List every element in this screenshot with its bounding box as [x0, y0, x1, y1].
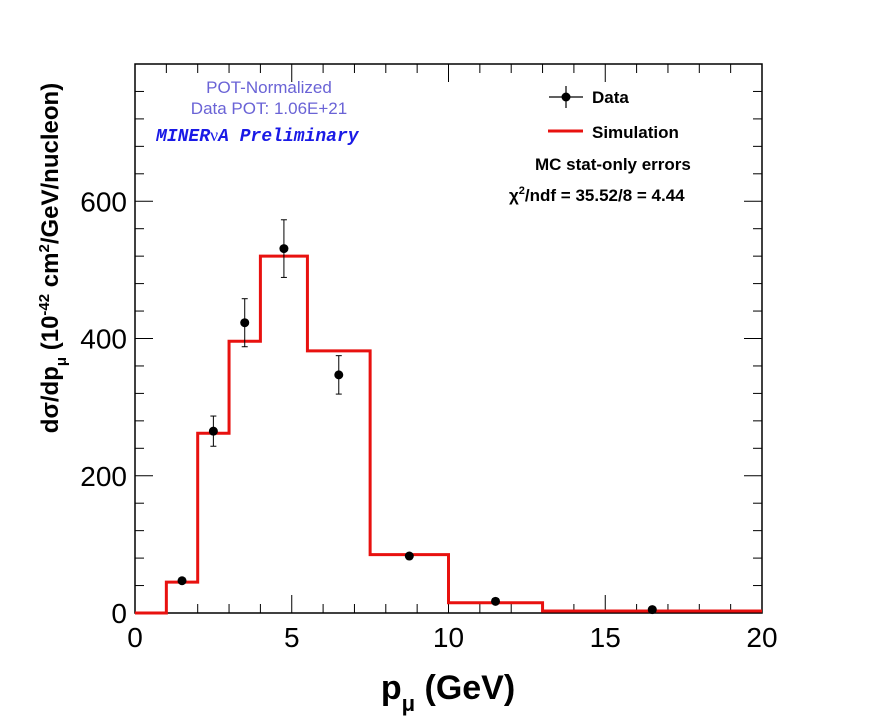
minerva-nu-glyph: ν — [210, 125, 218, 145]
simulation-histogram — [135, 254, 762, 615]
data-marker — [647, 605, 657, 615]
data-point — [208, 415, 218, 447]
data-point — [279, 219, 289, 278]
y-tick-label: 200 — [80, 461, 127, 492]
data-marker — [208, 426, 218, 436]
mc-errors-note: MC stat-only errors — [535, 155, 691, 174]
data-point — [334, 355, 344, 395]
legend-simulation-label: Simulation — [592, 123, 679, 142]
y-tick-label: 400 — [80, 324, 127, 355]
data-marker — [279, 244, 289, 254]
data-marker — [491, 596, 501, 606]
data-point — [177, 576, 187, 586]
y-tick-label: 600 — [80, 186, 127, 217]
x-axis-title: pμ (GeV) — [381, 669, 515, 716]
legend-data-marker — [561, 92, 571, 102]
y-axis-title: dσ/dpμ (10-42 cm2/GeV/nucleon) — [36, 83, 70, 433]
chi2-ndf-label: χ2/ndf = 35.52/8 = 4.44 — [509, 185, 685, 205]
simulation-series — [135, 254, 762, 615]
data-point — [491, 596, 501, 606]
pot-normalized-label: POT-Normalized — [206, 78, 332, 97]
data-marker — [177, 576, 187, 586]
legend: Data Simulation MC stat-only errors χ2/n… — [509, 86, 691, 205]
data-point — [240, 298, 250, 348]
minerva-preliminary-label: MINERνA Preliminary — [155, 125, 360, 147]
data-point — [404, 551, 414, 561]
y-tick-label: 0 — [111, 598, 127, 629]
data-marker — [334, 370, 344, 380]
data-marker — [240, 318, 250, 328]
data-pot-label: Data POT: 1.06E+21 — [191, 99, 347, 118]
legend-data-label: Data — [592, 88, 629, 107]
axis-ticks — [134, 63, 763, 614]
data-point — [647, 605, 657, 615]
x-tick-label: 20 — [746, 622, 777, 653]
x-tick-label: 5 — [284, 622, 300, 653]
data-marker — [404, 551, 414, 561]
x-tick-label: 10 — [433, 622, 464, 653]
data-series — [177, 219, 657, 615]
x-tick-label: 15 — [590, 622, 621, 653]
x-tick-label: 0 — [127, 622, 143, 653]
